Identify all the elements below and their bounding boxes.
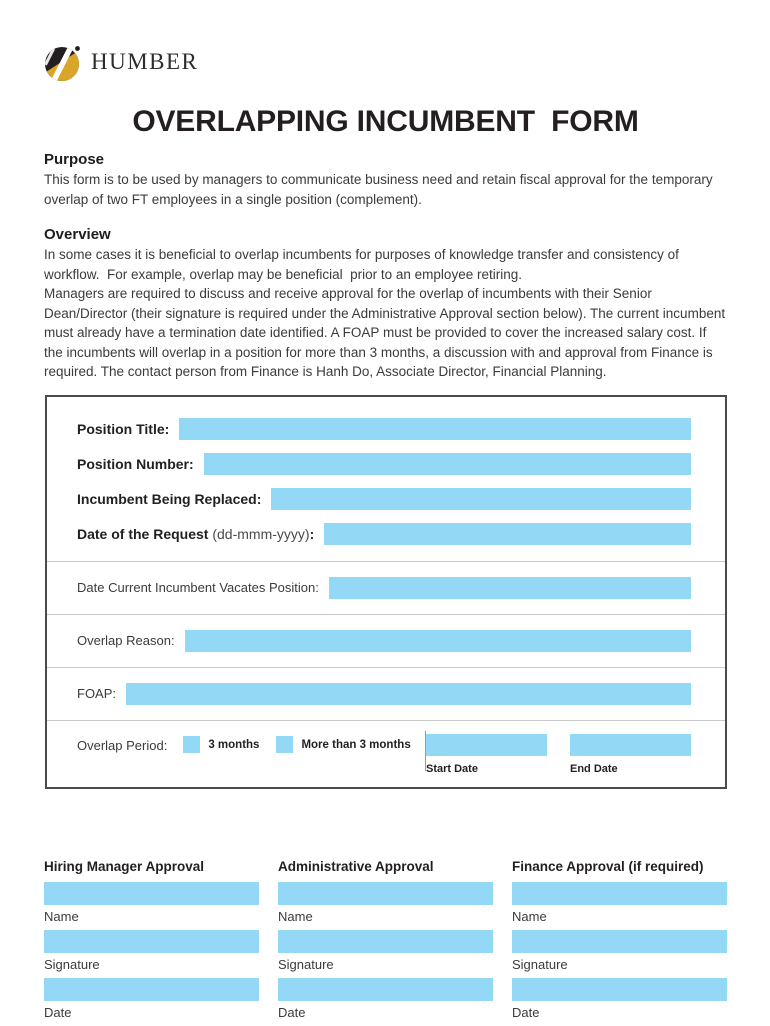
administrative-date-field[interactable] [278,977,493,1001]
overlap-divider-line [424,730,426,771]
humber-logo: HUMBER [44,42,727,82]
administrative-signature-field[interactable] [278,929,493,953]
request-date-colon: : [309,526,315,542]
administrative-name-field[interactable] [278,881,493,905]
administrative-date-label: Date [278,1004,306,1020]
foap-field[interactable] [126,682,691,705]
vacate-date-section: Date Current Incumbent Vacates Position: [47,560,725,614]
incumbent-replaced-field[interactable] [271,488,691,510]
finance-name-label: Name [512,908,547,924]
hiring-manager-date-label: Date [44,1004,72,1020]
checkbox-3-months[interactable] [183,736,201,753]
start-date-col: Start Date [426,733,547,775]
administrative-name-label: Name [278,908,313,924]
overview-text-1: In some cases it is beneficial to overla… [44,247,683,282]
administrative-approval-heading: Administrative Approval [278,858,434,874]
purpose-text: This form is to be used by managers to c… [44,172,717,207]
checkbox-more-than-3-months[interactable] [276,736,294,753]
position-number-field[interactable] [203,453,691,475]
hiring-manager-approval-column: Hiring Manager Approval Name Signature D… [44,859,259,1026]
foap-label: FOAP: [77,686,117,701]
approvals-section: Hiring Manager Approval Name Signature D… [44,859,727,1026]
overlap-period-section: Overlap Period: 3 months More than 3 mon… [47,719,725,787]
end-date-field[interactable] [570,733,691,756]
start-date-field[interactable] [426,733,547,756]
finance-signature-label: Signature [512,956,568,972]
position-title-label-text: Position Title: [77,421,170,437]
position-number-row: Position Number: [77,447,691,482]
hiring-manager-date-field[interactable] [44,977,259,1001]
request-date-format-hint: (dd-mmm-yyyy) [208,526,310,542]
finance-signature-field[interactable] [512,929,727,953]
position-title-field[interactable] [179,418,691,440]
option-3-months-label: 3 months [208,738,260,751]
finance-date-label: Date [512,1004,540,1020]
finance-approval-heading: Finance Approval (if required) [512,858,704,874]
vacate-date-field[interactable] [328,576,691,599]
end-date-col: End Date [570,733,691,775]
position-number-label-text: Position Number: [77,456,194,472]
purpose-heading: Purpose [44,151,105,168]
position-title-row: Position Title: [77,412,691,447]
incumbent-replaced-row: Incumbent Being Replaced: [77,482,691,517]
humber-logo-icon [45,46,80,81]
finance-name-field[interactable] [512,881,727,905]
request-date-row: Date of the Request (dd-mmm-yyyy): [77,517,691,552]
vacate-date-label: Date Current Incumbent Vacates Position: [77,580,319,595]
start-date-label: Start Date [426,762,478,775]
hiring-manager-name-label: Name [44,908,79,924]
administrative-signature-label: Signature [278,956,334,972]
foap-section: FOAP: [47,666,725,720]
form-box: Position Title: Position Number: Incumbe… [45,394,727,789]
brand-name: HUMBER [91,49,199,74]
incumbent-replaced-label: Incumbent Being Replaced: [77,491,261,507]
administrative-approval-column: Administrative Approval Name Signature D… [278,859,493,1026]
request-date-label: Date of the Request (dd-mmm-yyyy): [77,526,314,542]
overlap-reason-field[interactable] [184,629,691,652]
hiring-manager-signature-field[interactable] [44,929,259,953]
overview-heading: Overview [44,226,111,243]
overlap-period-label: Overlap Period: [77,737,168,753]
request-date-label-text: Date of the Request [77,526,209,542]
incumbent-replaced-label-text: Incumbent Being Replaced: [77,491,262,507]
finance-approval-column: Finance Approval (if required) Name Sign… [512,859,727,1026]
hiring-manager-approval-heading: Hiring Manager Approval [44,858,205,874]
option-more-than-3-months-label: More than 3 months [301,738,411,751]
hiring-manager-signature-label: Signature [44,956,100,972]
hiring-manager-name-field[interactable] [44,881,259,905]
request-date-field[interactable] [324,523,691,545]
overview-text-2: Managers are required to discuss and rec… [44,286,729,379]
end-date-label: End Date [570,762,618,775]
overlap-reason-section: Overlap Reason: [47,613,725,667]
position-title-label: Position Title: [77,421,169,437]
overlap-dates: Start Date End Date [426,733,691,775]
position-number-label: Position Number: [77,456,194,472]
overlap-reason-label: Overlap Reason: [77,633,175,648]
overlap-period-options: 3 months More than 3 months [183,734,411,756]
finance-date-field[interactable] [512,977,727,1001]
primary-fields-group: Position Title: Position Number: Incumbe… [47,397,725,561]
page-title: OVERLAPPING INCUMBENT FORM [132,105,639,138]
